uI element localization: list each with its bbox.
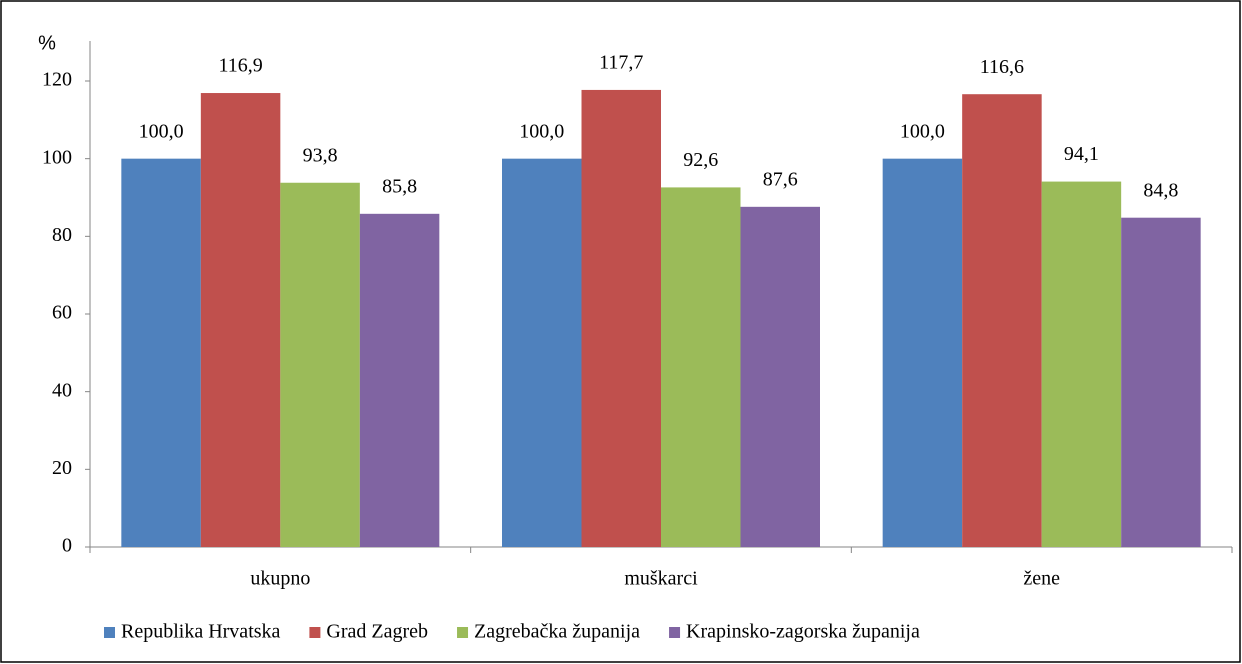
legend-swatch [309, 627, 321, 638]
value-label: 117,7 [599, 52, 643, 74]
value-label: 100,0 [519, 120, 564, 142]
legend-swatch [457, 627, 469, 638]
bar [200, 93, 281, 547]
bar [502, 158, 582, 547]
bar [1041, 181, 1122, 547]
bar [359, 213, 440, 547]
value-label: 94,1 [1064, 143, 1099, 165]
value-label: 92,6 [683, 149, 718, 171]
bar [1121, 217, 1201, 547]
value-label: 93,8 [303, 144, 338, 166]
value-label: 87,6 [763, 168, 798, 190]
y-tick-label: 100 [42, 146, 72, 168]
bar [962, 94, 1042, 547]
value-label: 84,8 [1143, 179, 1178, 201]
value-label: 100,0 [139, 120, 184, 142]
bar [740, 206, 820, 547]
value-label: 100,0 [900, 120, 945, 142]
value-label: 116,6 [980, 56, 1024, 78]
y-tick-label: 80 [52, 224, 72, 246]
y-tick-label: 20 [52, 457, 72, 479]
legend-label: Grad Zagreb [326, 621, 428, 643]
x-tick-label: muškarci [624, 568, 698, 590]
x-tick-label: žene [1023, 568, 1060, 590]
bar [581, 89, 661, 547]
value-label: 85,8 [382, 175, 417, 197]
legend-swatch [669, 627, 681, 638]
y-tick-label: 40 [52, 379, 72, 401]
y-tick-label: 0 [62, 535, 72, 557]
legend-swatch [104, 627, 115, 638]
bar [121, 158, 201, 547]
y-axis-label: % [38, 32, 56, 54]
value-label: 116,9 [218, 55, 262, 77]
legend-label: Republika Hrvatska [121, 621, 281, 643]
legend-label: Zagrebačka županija [474, 621, 640, 643]
bar [882, 158, 963, 547]
bar [280, 182, 360, 547]
legend-label: Krapinsko-zagorska županija [686, 621, 920, 643]
y-tick-label: 60 [52, 302, 72, 324]
x-tick-label: ukupno [250, 568, 310, 590]
bar [661, 187, 741, 548]
y-tick-label: 120 [42, 69, 72, 91]
